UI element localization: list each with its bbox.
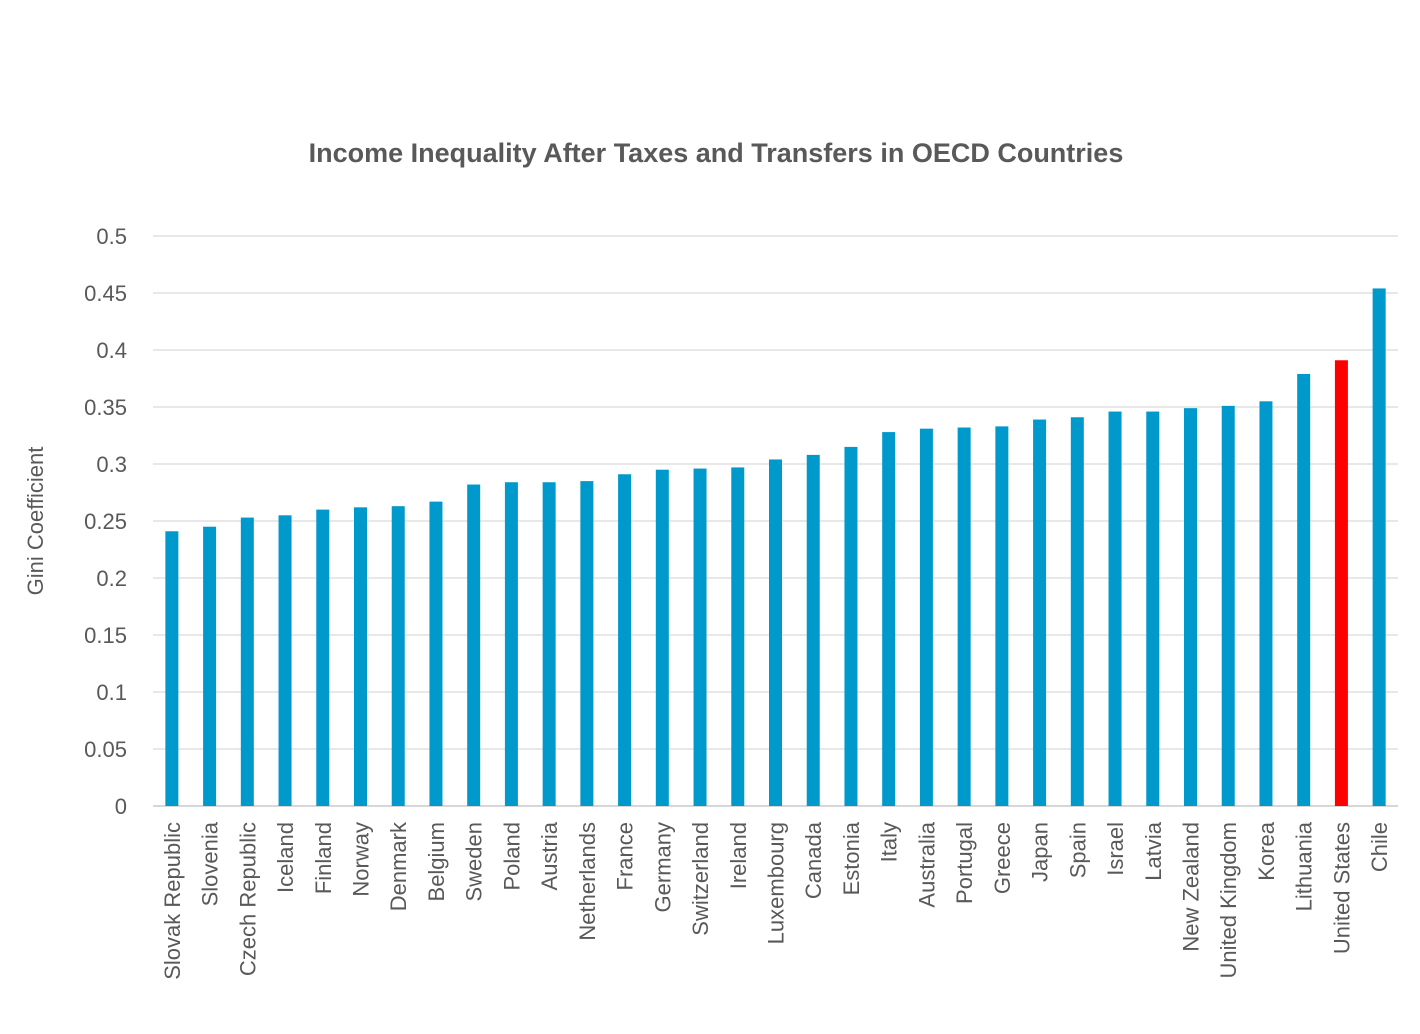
x-tick-label: Australia [914,821,939,907]
bar-czech-republic [240,517,254,806]
y-tick-labels: 0 0.05 0.1 0.15 0.2 0.25 0.3 0.35 0.4 0.45 0.5 [84,224,127,819]
x-tick-label: Switzerland [688,822,713,936]
x-tick-label: Germany [650,822,675,912]
bar-netherlands [580,481,594,806]
x-tick-label: Chile [1367,822,1392,872]
bar-denmark [391,506,405,806]
bar-slovak-republic [165,531,179,806]
bar-luxembourg [769,459,782,806]
y-tick-label: 0.5 [96,224,127,249]
x-tick-label: Slovenia [198,821,223,906]
bar-sweden [467,484,481,806]
y-tick-label: 0.25 [84,509,127,534]
bars [165,288,1386,806]
bar-portugal [957,427,971,806]
x-tick-label: Lithuania [1292,821,1317,911]
x-tick-label: Japan [1028,822,1053,882]
bar-korea [1259,401,1273,806]
y-tick-label: 0.45 [84,281,127,306]
bar-israel [1108,411,1122,806]
x-tick-label: Israel [1103,822,1128,876]
y-tick-label: 0.4 [96,338,127,363]
x-tick-label: Netherlands [575,822,600,941]
x-tick-label: Denmark [386,821,411,911]
bar-italy [882,432,896,806]
x-tick-label: Estonia [839,821,864,895]
y-axis-label: Gini Coefficient [23,447,48,596]
bar-estonia [844,446,858,806]
x-tick-label: Belgium [424,822,449,901]
bar-japan [1033,419,1047,806]
y-tick-label: 0.15 [84,623,127,648]
x-tick-label: Canada [801,821,826,899]
y-tick-label: 0.3 [96,452,127,477]
x-tick-label: Czech Republic [235,822,260,976]
x-tick-label: Luxembourg [764,822,789,944]
bar-norway [354,507,367,806]
x-tick-label: Latvia [1141,821,1166,880]
bar-poland [504,482,518,806]
bar-spain [1070,417,1084,806]
x-tick-label: Austria [537,821,562,890]
x-tick-label: Iceland [273,822,298,893]
bar-france [618,474,632,806]
y-tick-label: 0 [115,794,127,819]
bar-finland [316,509,330,806]
x-tick-label: Italy [877,822,902,862]
x-tick-label: Finland [311,822,336,894]
x-tick-label: Sweden [462,822,487,902]
x-tick-label: Norway [349,822,374,897]
bar-latvia [1146,411,1160,806]
bar-new-zealand [1184,408,1197,806]
bar-ireland [731,467,745,806]
bar-australia [919,428,933,806]
x-tick-label: New Zealand [1179,822,1204,952]
bar-germany [655,469,669,806]
bar-greece [995,426,1009,806]
x-tick-label: Portugal [952,822,977,904]
x-tick-label: Greece [990,822,1015,894]
bar-united-kingdom [1221,405,1235,806]
chart-title: Income Inequality After Taxes and Transf… [309,138,1124,168]
x-tick-label: Slovak Republic [160,822,185,980]
bar-slovenia [203,526,217,806]
bar-lithuania [1297,373,1311,806]
y-tick-label: 0.35 [84,395,127,420]
bar-united-states [1334,360,1348,806]
y-tick-label: 0.05 [84,737,127,762]
x-tick-label: United Kingdom [1216,822,1241,979]
x-tick-label: Ireland [726,822,751,889]
y-tick-label: 0.2 [96,566,127,591]
x-tick-label: France [613,822,638,890]
x-tick-label: Poland [499,822,524,891]
x-tick-label: Spain [1065,822,1090,878]
y-tick-label: 0.1 [96,680,127,705]
x-tick-labels: Slovak Republic Slovenia Czech Republic Ice… [160,821,1392,980]
bar-canada [806,454,820,806]
bar-belgium [429,501,443,806]
x-tick-label: United States [1329,822,1354,954]
bar-iceland [278,515,292,806]
bar-austria [542,482,556,806]
bar-chile [1372,288,1386,806]
bar-switzerland [693,468,707,806]
x-tick-label: Korea [1254,821,1279,880]
